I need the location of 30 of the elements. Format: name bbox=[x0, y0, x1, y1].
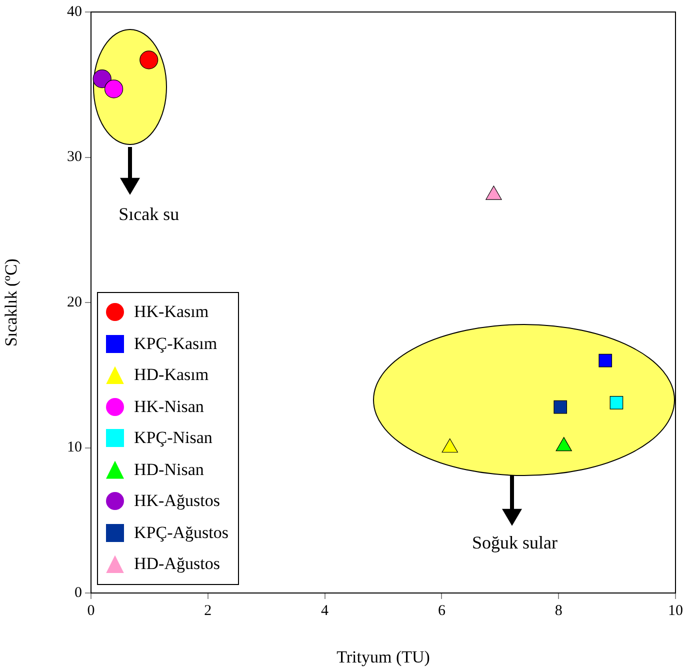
point bbox=[598, 354, 612, 368]
legend-label: HK-Nisan bbox=[134, 396, 204, 417]
point bbox=[140, 50, 158, 70]
y-tick-label: 10 bbox=[67, 440, 82, 456]
legend-label: HK-Kasım bbox=[134, 302, 209, 322]
legend-label: KPÇ-Ağustos bbox=[134, 522, 228, 543]
point bbox=[610, 396, 624, 410]
x-axis-title: Trityum (TU) bbox=[336, 647, 430, 666]
legend-label: HD-Kasım bbox=[134, 365, 209, 386]
x-tick-label: 4 bbox=[321, 602, 330, 619]
y-tick-label: 20 bbox=[67, 294, 82, 310]
x-tick-label: 8 bbox=[554, 602, 562, 619]
x-tick-label: 2 bbox=[204, 602, 212, 619]
legend-label: HD-Nisan bbox=[134, 460, 204, 480]
y-tick-label: 0 bbox=[74, 584, 82, 601]
point bbox=[92, 70, 112, 88]
legend-label: HK-Ağustos bbox=[134, 491, 220, 512]
legend-label: HD-Ağustos bbox=[134, 554, 220, 574]
legend-label: KPÇ-Kasım bbox=[134, 334, 218, 354]
annotation: Sıcak su bbox=[118, 204, 180, 224]
point bbox=[554, 400, 568, 414]
x-tick-label: 0 bbox=[87, 602, 95, 619]
y-axis-title: Sıcaklık (ºC) bbox=[2, 258, 21, 346]
legend-label: KPÇ-Nisan bbox=[134, 428, 212, 448]
y-tick-label: 40 bbox=[67, 4, 82, 20]
x-tick-label: 10 bbox=[668, 602, 683, 619]
x-tick-label: 6 bbox=[438, 602, 446, 619]
point bbox=[104, 80, 124, 98]
annotation: Soğuk sular bbox=[472, 532, 558, 552]
y-tick-label: 30 bbox=[67, 149, 82, 166]
